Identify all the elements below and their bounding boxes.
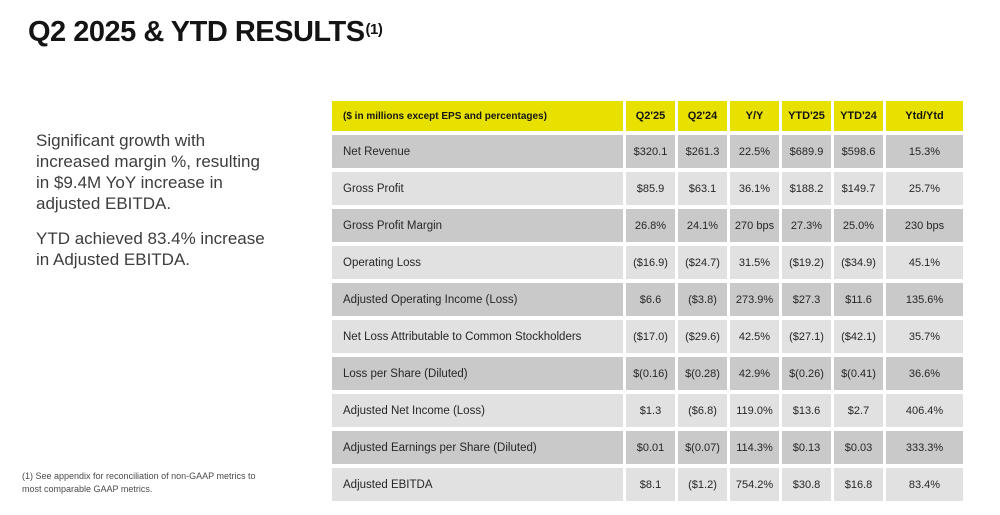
row-value: ($24.7) <box>678 246 727 279</box>
row-value: 31.5% <box>730 246 779 279</box>
row-value: $(0.16) <box>626 357 675 390</box>
column-header-q2-25: Q2'25 <box>626 101 675 131</box>
row-value: ($27.1) <box>782 320 831 353</box>
row-value: ($34.9) <box>834 246 883 279</box>
row-value: 22.5% <box>730 135 779 168</box>
row-value: $2.7 <box>834 394 883 427</box>
row-value: $(0.41) <box>834 357 883 390</box>
row-value: 83.4% <box>886 468 963 501</box>
row-value: 270 bps <box>730 209 779 242</box>
financial-results-table: ($ in millions except EPS and percentage… <box>332 101 963 501</box>
row-label: Net Revenue <box>332 135 623 168</box>
key-message-growth: Significant growth with increased margin… <box>36 131 260 213</box>
row-value: $(0.26) <box>782 357 831 390</box>
row-value: 42.5% <box>730 320 779 353</box>
row-value: ($3.8) <box>678 283 727 316</box>
row-value: ($29.6) <box>678 320 727 353</box>
row-value: ($6.8) <box>678 394 727 427</box>
row-value: 230 bps <box>886 209 963 242</box>
row-value: ($1.2) <box>678 468 727 501</box>
row-value: ($42.1) <box>834 320 883 353</box>
row-value: ($17.0) <box>626 320 675 353</box>
row-label: Adjusted Net Income (Loss) <box>332 394 623 427</box>
row-value: 36.1% <box>730 172 779 205</box>
row-value: $(0.28) <box>678 357 727 390</box>
row-label: Adjusted EBITDA <box>332 468 623 501</box>
page-title-text: Q2 2025 & YTD RESULTS <box>28 16 365 48</box>
row-value: $320.1 <box>626 135 675 168</box>
row-value: $1.3 <box>626 394 675 427</box>
row-label: Operating Loss <box>332 246 623 279</box>
row-value: 35.7% <box>886 320 963 353</box>
row-value: $689.9 <box>782 135 831 168</box>
row-value: ($16.9) <box>626 246 675 279</box>
row-value: $16.8 <box>834 468 883 501</box>
page-title-footnote-marker: (1) <box>365 21 383 38</box>
key-message-ytd: YTD achieved 83.4% increase in Adjusted … <box>36 229 265 269</box>
row-value: 333.3% <box>886 431 963 464</box>
row-value: $11.6 <box>834 283 883 316</box>
row-value: $598.6 <box>834 135 883 168</box>
row-value: 36.6% <box>886 357 963 390</box>
row-value: $0.03 <box>834 431 883 464</box>
page-title: Q2 2025 & YTD RESULTS(1) <box>28 16 383 49</box>
row-label: Gross Profit <box>332 172 623 205</box>
row-label: Net Loss Attributable to Common Stockhol… <box>332 320 623 353</box>
row-value: 25.7% <box>886 172 963 205</box>
row-value: $0.13 <box>782 431 831 464</box>
row-value: 27.3% <box>782 209 831 242</box>
row-value: 135.6% <box>886 283 963 316</box>
row-value: $0.01 <box>626 431 675 464</box>
key-messages: Significant growth with increased margin… <box>36 130 268 270</box>
row-value: $(0.07) <box>678 431 727 464</box>
row-value: 24.1% <box>678 209 727 242</box>
row-value: $149.7 <box>834 172 883 205</box>
row-label: Adjusted Earnings per Share (Diluted) <box>332 431 623 464</box>
row-value: 114.3% <box>730 431 779 464</box>
row-value: $261.3 <box>678 135 727 168</box>
row-value: 406.4% <box>886 394 963 427</box>
column-header-ytd-25: YTD'25 <box>782 101 831 131</box>
table-units-header: ($ in millions except EPS and percentage… <box>332 101 623 131</box>
row-value: $188.2 <box>782 172 831 205</box>
row-value: $30.8 <box>782 468 831 501</box>
row-value: 25.0% <box>834 209 883 242</box>
row-value: $85.9 <box>626 172 675 205</box>
row-value: 15.3% <box>886 135 963 168</box>
column-header-q2-24: Q2'24 <box>678 101 727 131</box>
row-label: Adjusted Operating Income (Loss) <box>332 283 623 316</box>
row-value: $6.6 <box>626 283 675 316</box>
row-value: $27.3 <box>782 283 831 316</box>
row-label: Gross Profit Margin <box>332 209 623 242</box>
row-value: ($19.2) <box>782 246 831 279</box>
row-value: 119.0% <box>730 394 779 427</box>
footnote: (1) See appendix for reconciliation of n… <box>22 471 256 494</box>
column-header-ytd-ytd: Ytd/Ytd <box>886 101 963 131</box>
row-value: 273.9% <box>730 283 779 316</box>
row-value: $63.1 <box>678 172 727 205</box>
row-value: 42.9% <box>730 357 779 390</box>
row-value: 754.2% <box>730 468 779 501</box>
row-value: 26.8% <box>626 209 675 242</box>
column-header-ytd-24: YTD'24 <box>834 101 883 131</box>
row-value: $8.1 <box>626 468 675 501</box>
row-label: Loss per Share (Diluted) <box>332 357 623 390</box>
column-header-yoy: Y/Y <box>730 101 779 131</box>
row-value: $13.6 <box>782 394 831 427</box>
row-value: 45.1% <box>886 246 963 279</box>
